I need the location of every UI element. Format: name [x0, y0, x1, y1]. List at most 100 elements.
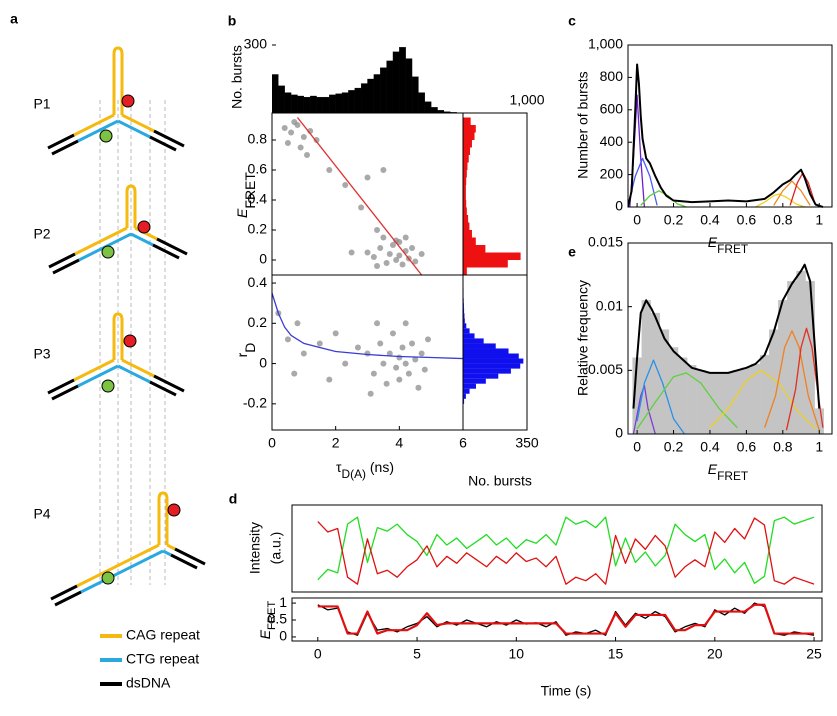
hairpin [112, 312, 124, 360]
histogram-bar [463, 393, 466, 399]
histogram-bar [463, 222, 470, 230]
scatter-point [304, 152, 311, 158]
y-tick-label: 0 [259, 251, 267, 267]
panel-label: e [568, 244, 576, 260]
x-tick-label: 0.4 [700, 439, 720, 455]
scatter-point [399, 344, 406, 351]
histogram-bar [787, 281, 797, 435]
histogram-bar [463, 378, 486, 384]
scatter-point [386, 251, 393, 257]
histogram-bar [463, 398, 465, 404]
scatter-point [383, 260, 390, 266]
fit-line [272, 292, 463, 360]
scatter-point [418, 350, 425, 357]
ctg-strand [117, 364, 151, 384]
donor-dye [101, 571, 115, 585]
scatter-point [348, 249, 355, 256]
y-axis-label: (a.u.) [268, 532, 284, 565]
histogram-bar [380, 67, 387, 114]
construct-label: P3 [33, 346, 50, 362]
construct-label: P2 [33, 226, 50, 242]
series-line [317, 517, 815, 585]
histogram-bar [405, 58, 413, 114]
histogram-bar [463, 368, 511, 374]
histogram-bar [463, 353, 519, 359]
series-line [763, 330, 820, 431]
scatter-point [421, 366, 428, 373]
x-tick-label: 25 [806, 646, 822, 662]
x-tick-label: 0 [633, 439, 641, 455]
dsdna [47, 378, 75, 395]
y-tick-label: 0.2 [248, 314, 268, 330]
histogram-bar [463, 140, 472, 148]
y-axis-label: EFRET [257, 601, 278, 640]
x-axis-label-subscript: FRET [717, 469, 748, 483]
scatter-point [418, 251, 425, 257]
series-line [632, 263, 821, 409]
histogram-bar [463, 162, 468, 170]
histogram-bar [278, 85, 285, 114]
histogram-bar [463, 155, 469, 163]
dsdna [152, 243, 180, 260]
x-axis-label-subscript: D(A) [342, 467, 366, 481]
histogram-bar [272, 74, 279, 114]
ctg-strand [80, 549, 164, 594]
y-axis-label: Relative frequency [575, 280, 591, 396]
x-tick-label: 0 [314, 646, 322, 662]
scatter-point [284, 336, 291, 343]
scatter-point [409, 340, 416, 347]
histogram-bar [463, 348, 509, 354]
scatter-point [405, 370, 412, 377]
plot-area [463, 117, 521, 275]
scatter-point [370, 254, 377, 260]
series-line [636, 372, 738, 430]
scatter-point [326, 376, 333, 383]
cag-strand [166, 543, 176, 551]
histogram-bar [463, 200, 467, 208]
ctg-strand [77, 119, 119, 143]
scatter-point [291, 119, 298, 125]
x-tick-label: 10 [509, 646, 525, 662]
histogram-bar [463, 383, 476, 389]
histogram-bar [463, 245, 486, 253]
x-axis-label: No. bursts [468, 473, 532, 489]
histogram-bar [335, 93, 343, 114]
scatter-point [342, 182, 349, 188]
scatter-point [412, 258, 419, 265]
dsdna [170, 553, 198, 570]
dsdna [174, 547, 206, 566]
scatter-point [358, 204, 365, 211]
scatter-point [316, 340, 323, 347]
scatter-point [342, 360, 349, 367]
scatter-point [415, 384, 422, 391]
construct-label: P4 [33, 506, 50, 522]
hairpin [125, 184, 137, 228]
dsdna [153, 374, 185, 393]
y-axis-label-subscript: D [242, 343, 258, 353]
panel-label: b [228, 13, 237, 29]
y-tick-label: 0.4 [248, 274, 268, 290]
panel-plot: 350 [462, 274, 539, 451]
histogram-bar [668, 347, 679, 435]
x-axis-label-main: E [708, 234, 718, 250]
acceptor-dye [123, 334, 137, 348]
histogram-bar [463, 358, 524, 364]
panel-plot: 0 0.005 0.01 0.015 0 0.2 0.4 0.6 0.8 1 [588, 234, 833, 455]
histogram-bar [373, 74, 381, 114]
y-tick-label: 0 [615, 425, 623, 441]
histogram-bar [463, 343, 496, 349]
histogram-bar [310, 95, 317, 114]
scatter-point [396, 239, 403, 245]
panel-label: a [10, 11, 18, 27]
series-line [317, 516, 815, 584]
scatter-point [326, 167, 333, 173]
ctg-strand [130, 232, 154, 247]
histogram-bar [463, 192, 466, 200]
y-axis-label-main: E [234, 208, 250, 218]
histogram-bar [677, 357, 688, 435]
acceptor-dye [137, 220, 151, 234]
panel-plot: 0 0.2 0.4 0.6 0.8 [248, 112, 464, 276]
ctg-strand [117, 119, 151, 139]
histogram-bar [463, 267, 467, 275]
